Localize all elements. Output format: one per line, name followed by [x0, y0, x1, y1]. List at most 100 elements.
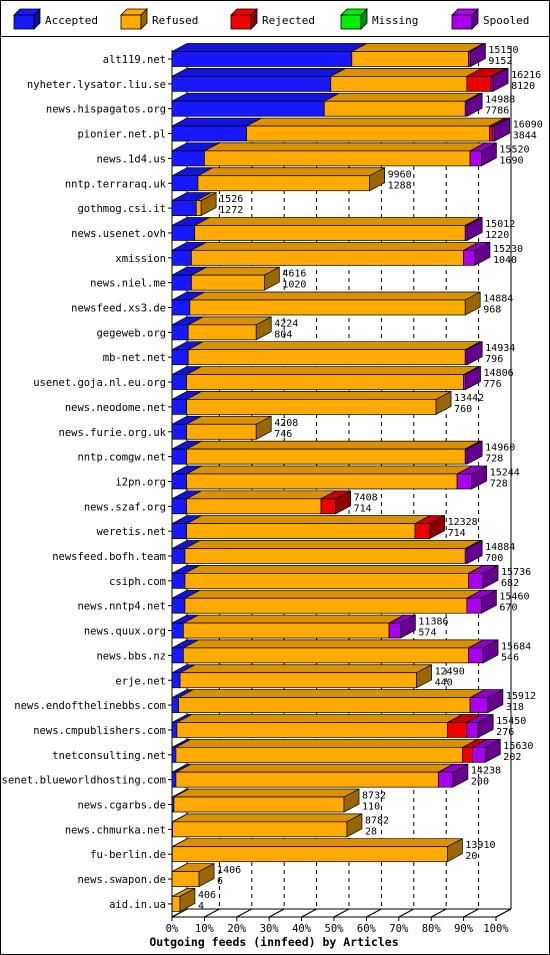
row-label: newsfeed.bofh.team	[52, 551, 166, 563]
bar-segment-accepted	[171, 75, 332, 92]
bar-segment-spooled	[463, 249, 476, 266]
floor-tick	[495, 908, 512, 918]
row-label: gegeweb.org	[96, 327, 166, 339]
x-tick-label: 20%	[227, 923, 247, 935]
bar-news.swapon.de	[171, 862, 215, 888]
bar-segment-refused	[175, 746, 463, 763]
value-label-total: 15012	[485, 219, 515, 230]
bar-news.nntp4.net	[171, 589, 497, 614]
legend-swatch-spooled	[451, 14, 473, 30]
row-label: news.bbs.nz	[96, 650, 166, 662]
bar-segment-accepted	[171, 374, 187, 390]
bar-segment-accepted	[171, 622, 184, 639]
bar-top-refused	[186, 490, 337, 500]
bar-segment-rejected	[447, 722, 468, 738]
value-label-accepted: 9152	[488, 56, 512, 67]
floor-tick	[463, 908, 479, 918]
value-label-total: 4208	[274, 418, 298, 429]
bar-top-accepted	[171, 67, 346, 77]
x-tick-label: 80%	[422, 923, 442, 935]
bar-side	[470, 42, 486, 68]
bar-segment-accepted	[171, 100, 325, 117]
bar-side	[447, 838, 463, 863]
bar-segment-accepted	[171, 572, 186, 589]
bar-side	[464, 291, 481, 316]
bar-top-refused	[179, 664, 432, 674]
value-label-total: 9960	[388, 169, 412, 180]
value-label-accepted: 1020	[282, 280, 306, 291]
bar-weretis.net	[171, 515, 445, 540]
value-label-total: 12328	[448, 517, 478, 528]
value-label-accepted: 682	[501, 578, 519, 589]
x-axis-label: Outgoing feeds (innfeed) by Articles	[149, 935, 398, 949]
bar-top-refused	[191, 241, 479, 251]
row-label: news.szaf.org	[84, 501, 166, 513]
bar-xmission	[171, 241, 491, 266]
bar-usenet.goja.nl.eu.org	[171, 365, 481, 391]
bar-side	[482, 564, 499, 589]
bar-segment-accepted	[171, 473, 187, 490]
bar-news.quux.org	[171, 614, 416, 639]
bar-segment-refused	[176, 722, 448, 738]
bar-side	[466, 440, 483, 465]
legend-swatch-rejected	[230, 14, 252, 30]
bar-top-refused	[246, 117, 505, 127]
bar-side	[466, 92, 483, 117]
bar-news.usenet.ovh	[171, 216, 483, 242]
value-label-total: 16216	[511, 70, 541, 81]
bar-segment-rejected	[462, 746, 473, 763]
bar-segment-accepted	[171, 523, 187, 540]
value-label-total: 14884	[483, 294, 513, 305]
bar-segment-spooled	[468, 647, 484, 664]
bar-segment-refused	[189, 299, 466, 316]
bar-fu-berlin.de	[171, 838, 463, 863]
bar-top-refused	[189, 291, 481, 301]
floor-tick	[268, 908, 285, 918]
row-label: weretis.net	[96, 526, 166, 538]
bar-csiph.com	[171, 564, 499, 589]
value-label-total: 8782	[365, 815, 389, 826]
bar-top-refused	[176, 714, 463, 723]
bar-segment-refused	[186, 374, 464, 390]
value-label-total: 13910	[465, 840, 495, 851]
value-label-total: 4616	[282, 269, 306, 280]
bar-nntp.terraraq.uk	[171, 167, 385, 192]
floor-tick	[171, 908, 188, 918]
bar-nntp.comgw.net	[171, 440, 483, 465]
bar-side	[481, 142, 497, 167]
value-label-accepted: 714	[354, 503, 372, 514]
row-label: news.nntp4.net	[77, 601, 166, 613]
value-label-accepted: 4	[198, 901, 204, 912]
bar-side	[466, 216, 483, 242]
bar-segment-accepted	[171, 746, 177, 763]
bar-segment-refused	[173, 796, 345, 813]
legend-swatch-side	[360, 8, 368, 30]
legend-label-missing: Missing	[372, 14, 418, 27]
row-label: erje.net	[115, 675, 166, 687]
value-label-accepted: 714	[448, 528, 466, 539]
value-label-accepted: 440	[435, 677, 453, 688]
bar-segment-refused	[186, 498, 322, 515]
value-label-total: 7408	[354, 492, 378, 503]
bar-news.furie.org.uk	[171, 415, 272, 440]
x-tick-label: 50%	[325, 923, 345, 935]
legend-swatch-refused	[120, 14, 142, 30]
bar-news.chmurka.net	[171, 813, 363, 838]
legend-swatch-accepted	[13, 14, 35, 30]
row-label: i2pn.org	[115, 476, 166, 488]
bar-segment-refused	[184, 597, 468, 614]
bar-top-refused	[186, 440, 481, 450]
value-label-total: 15230	[493, 244, 523, 255]
bar-top-refused	[172, 813, 363, 823]
bar-top-accepted	[171, 92, 340, 102]
value-label-accepted: 202	[503, 752, 521, 763]
bar-segment-refused	[184, 548, 466, 564]
bar-news.neodome.net	[171, 390, 452, 415]
value-label-accepted: 804	[274, 329, 292, 340]
bar-segment-refused	[191, 274, 265, 291]
x-tick-label: 40%	[292, 923, 312, 935]
value-label-total: 15912	[506, 691, 536, 702]
bar-segment-rejected	[320, 498, 336, 515]
bar-side	[335, 490, 351, 515]
